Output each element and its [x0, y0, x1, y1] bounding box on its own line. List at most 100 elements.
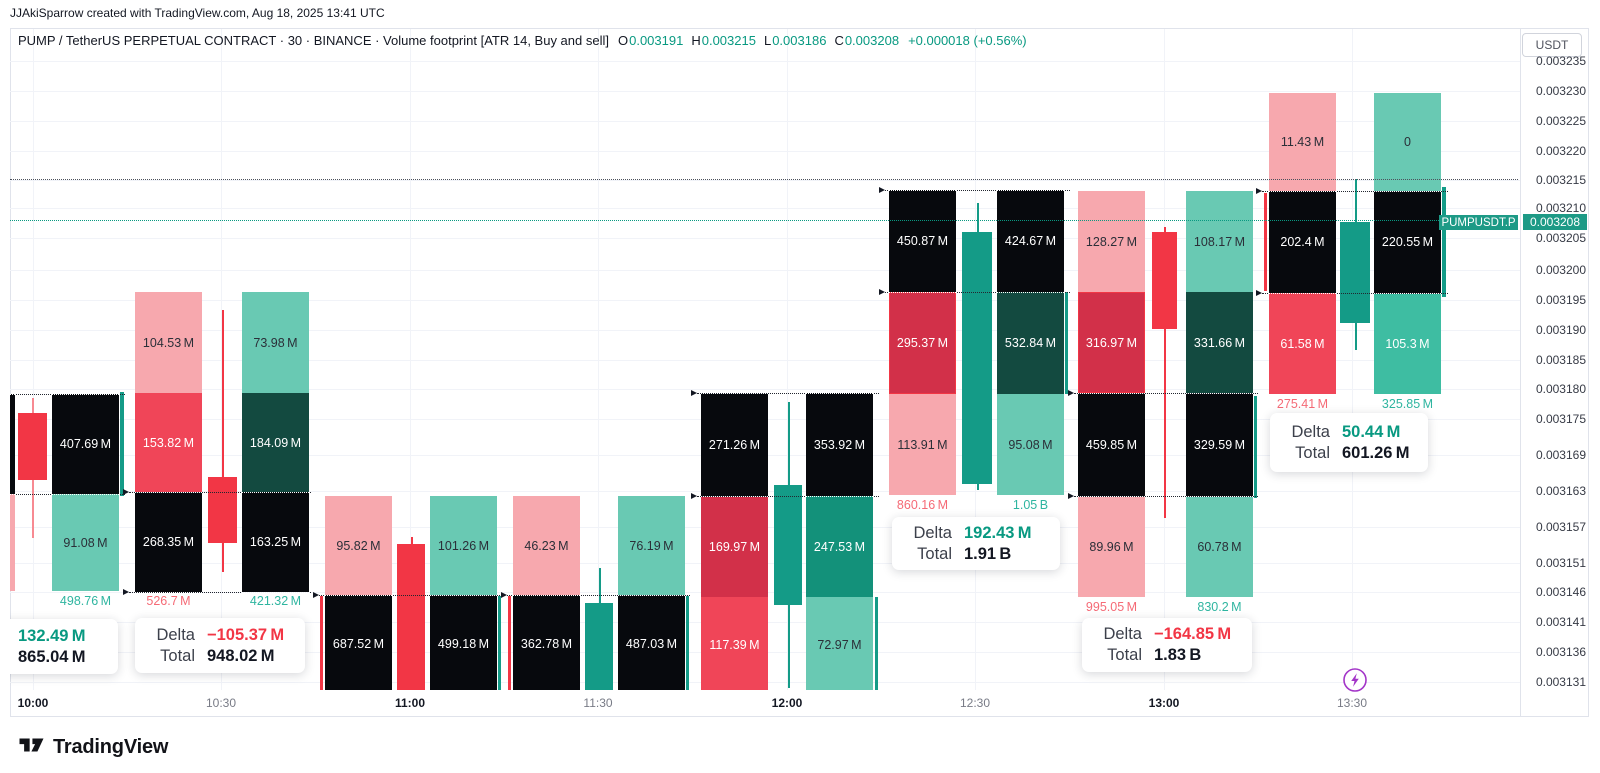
price-tick-label: 0.003225 [1535, 114, 1586, 128]
imbalance-strip [875, 597, 878, 690]
poc-dash [135, 592, 202, 593]
footprint-cell-buy: 0 [1374, 93, 1441, 191]
poc-dash [242, 592, 309, 593]
value-area-dash [885, 190, 1070, 191]
footprint-cell-sell: 268.35 M [135, 492, 202, 592]
price-gridline [10, 151, 1520, 152]
poc-dash [806, 393, 873, 394]
price-gridline [10, 208, 1520, 209]
time-tick-label: 12:00 [771, 696, 803, 710]
poc-dash [430, 595, 497, 596]
attribution-text: JJAkiSparrow created with TradingView.co… [10, 6, 385, 20]
tradingview-logo[interactable]: TradingView [17, 733, 168, 762]
candle-body-up [585, 603, 613, 690]
poc-dash [701, 393, 768, 394]
candle-body-down [397, 544, 425, 690]
footprint-cell-buy: 424.67 M [997, 190, 1064, 292]
poc-dash [1186, 393, 1253, 394]
price-tick-label: 0.003175 [1535, 412, 1586, 426]
footprint-cell-buy: 105.3 M [1374, 293, 1441, 394]
legend-ohlc-item: L 0.003186 [763, 33, 827, 48]
footprint-cell-buy: 76.19 M [618, 496, 685, 595]
total-row: Total 1.91 B [917, 544, 1012, 563]
delta-total-card: Delta 50.44 M Total 601.26 M [1270, 413, 1428, 472]
price-tick-label: 0.003215 [1535, 173, 1586, 187]
price-tick-label: 0.003235 [1535, 54, 1586, 68]
footprint-cell-sell: 46.23 M [513, 496, 580, 595]
imbalance-strip [1442, 187, 1446, 297]
footprint-cell-buy: 108.17 M [1186, 191, 1253, 292]
price-gridline [10, 330, 1520, 331]
currency-toggle-button[interactable]: USDT [1522, 33, 1582, 57]
candle-wick [222, 310, 224, 572]
poc-dash [997, 190, 1064, 191]
value-area-dash [1074, 393, 1258, 394]
chart-plot-area[interactable]: 407.69 M91.08 M 498.76 M Delta132.49 M Tota… [10, 28, 1520, 690]
poc-dash [1186, 496, 1253, 497]
poc-dash [806, 496, 873, 497]
time-tick-label: 13:30 [1336, 696, 1368, 710]
delta-total-card: Delta 192.43 M Total 1.91 B [892, 517, 1060, 570]
total-row: Total 948.02 M [160, 646, 275, 665]
poc-dash [52, 494, 119, 495]
chart-widget-frame [10, 28, 1589, 717]
footprint-cell-buy: 163.25 M [242, 492, 309, 592]
price-axis[interactable] [1520, 28, 1591, 717]
value-area-marker-icon [1256, 289, 1262, 296]
footprint-cell-buy: 247.53 M [806, 496, 873, 597]
footprint-cell-buy: 407.69 M [52, 394, 119, 494]
footprint-cell-sell: 459.85 M [1078, 393, 1145, 496]
poc-dash [1078, 393, 1145, 394]
footprint-cell-buy: 72.97 M [806, 597, 873, 690]
price-tick-label: 0.003180 [1535, 382, 1586, 396]
footprint-cell-sell: 450.87 M [889, 190, 956, 292]
poc-dash [52, 394, 119, 395]
last-price-label: 0.003208 [1523, 214, 1587, 230]
time-tick-label: 11:30 [583, 696, 613, 710]
value-area-marker-icon [879, 186, 885, 193]
footprint-cell-sell: 61.58 M [1269, 293, 1336, 394]
time-tick-label: 11:00 [394, 696, 426, 710]
value-area-marker-icon [313, 591, 319, 598]
event-lightning-icon[interactable] [1342, 667, 1368, 693]
footprint-cell-sell: 687.52 M [325, 595, 392, 690]
poc-dash [242, 492, 309, 493]
footprint-cell-sell: 153.82 M [135, 393, 202, 492]
price-tick-label: 0.003190 [1535, 323, 1586, 337]
column-total-buy: 421.32 M [249, 594, 302, 608]
footprint-cell-buy: 73.98 M [242, 292, 309, 393]
candle-body-down [208, 477, 237, 543]
value-area-marker-icon [123, 488, 129, 495]
imbalance-strip [1254, 396, 1257, 498]
footprint-cell-buy: 329.59 M [1186, 393, 1253, 496]
footprint-cell-sell: 169.97 M [701, 496, 768, 597]
footprint-cell-sell [10, 494, 15, 591]
price-tick-label: 0.003151 [1535, 556, 1586, 570]
footprint-cell-buy: 184.09 M [242, 393, 309, 492]
legend-title: PUMP / TetherUS PERPETUAL CONTRACT · 30 … [18, 33, 609, 48]
footprint-cell-sell: 316.97 M [1078, 292, 1145, 393]
time-tick-label: 10:30 [205, 696, 237, 710]
tradingview-logo-icon [17, 733, 46, 762]
delta-total-card: Delta132.49 M Total865.04 M [10, 619, 118, 674]
footprint-cell-buy: 220.55 M [1374, 191, 1441, 293]
total-row: Total865.04 M [18, 647, 86, 666]
column-total-sell: 275.41 M [1276, 397, 1329, 411]
footprint-cell-sell: 11.43 M [1269, 93, 1336, 191]
chart-legend: PUMP / TetherUS PERPETUAL CONTRACT · 30 … [18, 33, 1027, 48]
price-tick-label: 0.003220 [1535, 144, 1586, 158]
poc-dash [618, 595, 685, 596]
delta-total-card: Delta −164.85 M Total 1.83 B [1082, 618, 1252, 672]
imbalance-strip [498, 596, 501, 690]
value-area-dash [129, 592, 311, 593]
time-gridline [1352, 29, 1353, 690]
column-total-sell: 995.05 M [1085, 600, 1138, 614]
candle-body-down [1152, 232, 1177, 329]
poc-dash [701, 496, 768, 497]
footprint-cell-sell: 113.91 M [889, 394, 956, 495]
candle-body-down [18, 413, 47, 480]
value-area-dash [1262, 191, 1448, 192]
time-tick-label: 10:00 [17, 696, 49, 710]
value-area-dash [507, 595, 690, 596]
